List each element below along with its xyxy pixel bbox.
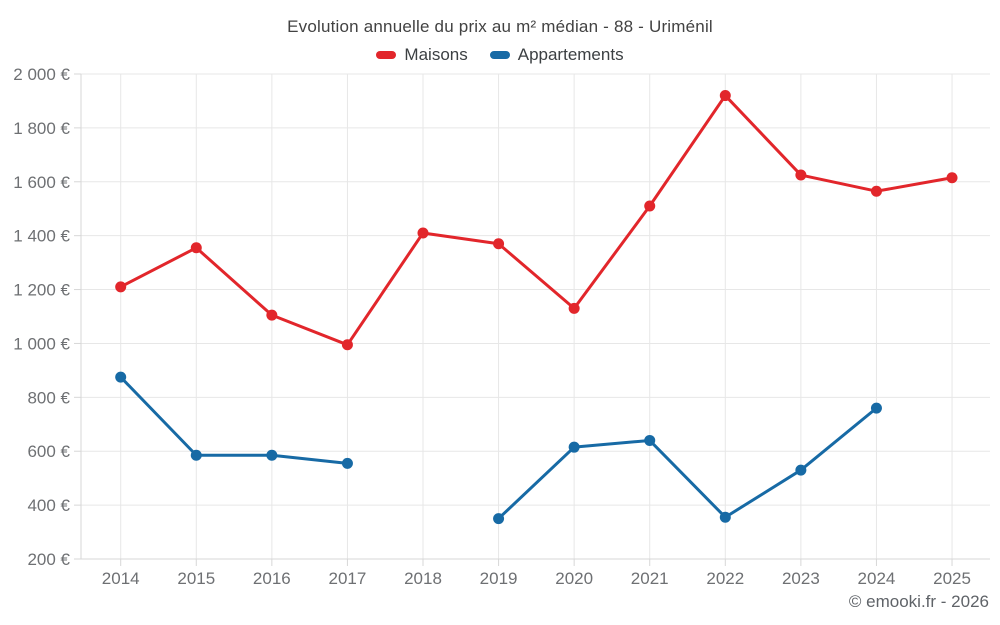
appartements-series-swatch-icon [489, 51, 510, 59]
watermark-credit: © emooki.fr - 2026 [848, 592, 989, 611]
legend-item-appartements[interactable]: Appartements [489, 45, 624, 65]
maisons-point[interactable] [190, 242, 202, 254]
x-axis-label: 2019 [480, 569, 518, 588]
appartements-line [119, 375, 349, 465]
maisons-point[interactable] [644, 200, 656, 212]
appartements-point[interactable] [870, 402, 882, 414]
appartements-point[interactable] [341, 457, 353, 469]
x-axis-label: 2018 [404, 569, 442, 588]
appartements-point[interactable] [795, 464, 807, 476]
appartements-point[interactable] [493, 513, 505, 525]
maisons-point[interactable] [341, 339, 353, 351]
y-axis-label: 400 € [27, 496, 70, 515]
x-axis-label: 2020 [555, 569, 593, 588]
y-axis-label: 1 800 € [13, 119, 70, 138]
appartements-point[interactable] [266, 449, 278, 461]
maisons-point[interactable] [870, 185, 882, 197]
y-axis-label: 2 000 € [13, 65, 70, 84]
y-axis-label: 1 200 € [13, 281, 70, 300]
maisons-point[interactable] [795, 169, 807, 181]
y-axis-label: 1 000 € [13, 334, 70, 353]
appartements-point[interactable] [115, 371, 127, 383]
maisons-line [119, 94, 954, 347]
appartements-line [497, 406, 878, 521]
appartements-point[interactable] [568, 441, 580, 453]
x-axis-label: 2024 [858, 569, 896, 588]
appartements-point[interactable] [719, 511, 731, 523]
maisons-point[interactable] [719, 90, 731, 102]
maisons-point[interactable] [417, 227, 429, 239]
x-axis-label: 2017 [329, 569, 367, 588]
y-axis-label: 1 600 € [13, 173, 70, 192]
x-axis-label: 2014 [102, 569, 140, 588]
legend-item-maisons[interactable]: Maisons [376, 45, 468, 65]
legend-label-maisons: Maisons [404, 45, 468, 64]
maisons-point[interactable] [493, 238, 505, 250]
x-axis-label: 2016 [253, 569, 291, 588]
maisons-series-swatch-icon [376, 51, 397, 59]
maisons-point[interactable] [568, 302, 580, 314]
y-axis-label: 600 € [27, 442, 70, 461]
maisons-point[interactable] [946, 172, 958, 184]
maisons-point[interactable] [115, 281, 127, 293]
x-axis-label: 2025 [933, 569, 971, 588]
y-axis-label: 1 400 € [13, 227, 70, 246]
x-axis-label: 2022 [706, 569, 744, 588]
y-axis-label: 200 € [27, 550, 70, 569]
x-axis-label: 2023 [782, 569, 820, 588]
chart-title: Evolution annuelle du prix au m² médian … [287, 17, 713, 36]
y-axis-label: 800 € [27, 388, 70, 407]
appartements-point[interactable] [644, 434, 656, 446]
maisons-point[interactable] [266, 309, 278, 321]
legend: Maisons Appartements [0, 45, 1000, 65]
legend-label-appartements: Appartements [517, 45, 624, 64]
x-axis-label: 2021 [631, 569, 669, 588]
appartements-point[interactable] [190, 449, 202, 461]
x-axis-label: 2015 [177, 569, 215, 588]
